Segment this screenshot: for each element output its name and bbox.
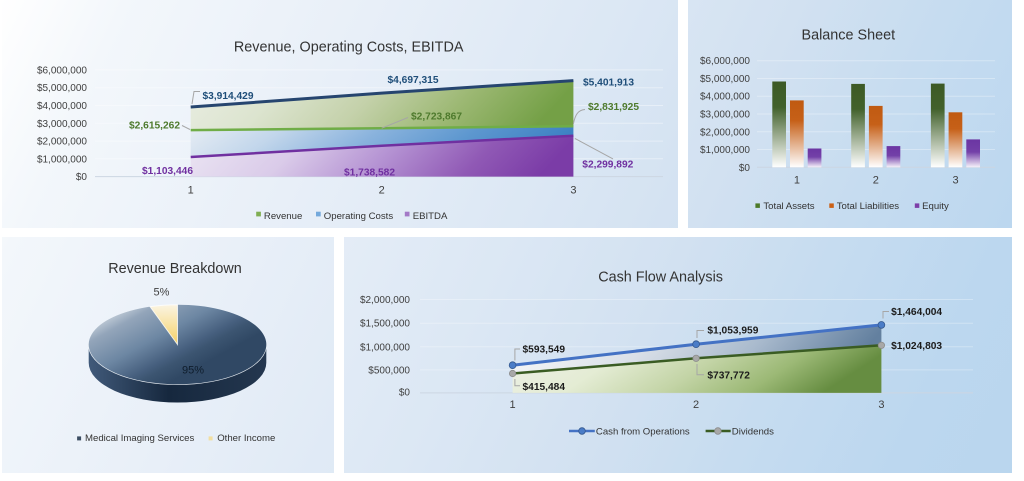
svg-text:Other Income: Other Income [217,433,275,444]
svg-text:$2,723,867: $2,723,867 [411,112,462,123]
svg-text:$1,738,582: $1,738,582 [344,167,395,178]
svg-text:Dividends: Dividends [732,426,774,437]
svg-text:Cash from Operations: Cash from Operations [596,426,690,437]
svg-text:Revenue, Operating Costs, EBIT: Revenue, Operating Costs, EBITDA [234,40,464,56]
svg-text:$500,000: $500,000 [368,365,410,376]
svg-text:$2,299,892: $2,299,892 [582,159,633,170]
svg-text:$3,000,000: $3,000,000 [37,119,87,130]
svg-text:1: 1 [188,185,194,197]
svg-text:2: 2 [379,185,385,197]
svg-text:$737,772: $737,772 [707,371,750,382]
svg-text:$3,914,429: $3,914,429 [203,91,254,102]
svg-text:$2,831,925: $2,831,925 [588,102,639,113]
svg-text:Total Assets: Total Assets [763,201,814,212]
svg-text:$1,500,000: $1,500,000 [360,319,410,330]
svg-text:Operating Costs: Operating Costs [324,211,394,222]
svg-text:$2,000,000: $2,000,000 [37,137,87,148]
svg-text:$6,000,000: $6,000,000 [700,56,750,67]
svg-text:$0: $0 [399,388,411,399]
svg-text:5%: 5% [154,287,170,299]
svg-text:$1,103,446: $1,103,446 [142,166,193,177]
svg-text:$2,000,000: $2,000,000 [360,295,410,306]
svg-text:$1,024,803: $1,024,803 [891,341,942,352]
svg-text:Cash Flow Analysis: Cash Flow Analysis [598,269,723,285]
svg-text:$3,000,000: $3,000,000 [700,110,750,121]
svg-text:EBITDA: EBITDA [413,211,448,222]
svg-text:3: 3 [878,399,884,411]
svg-text:3: 3 [570,185,576,197]
svg-text:3: 3 [952,175,958,187]
svg-text:$5,000,000: $5,000,000 [700,74,750,85]
svg-text:$0: $0 [76,172,88,183]
svg-text:$4,000,000: $4,000,000 [700,92,750,103]
svg-text:$1,000,000: $1,000,000 [37,154,87,165]
svg-text:Total Liabilities: Total Liabilities [837,201,900,212]
svg-text:95%: 95% [182,365,204,377]
svg-text:$1,000,000: $1,000,000 [700,145,750,156]
svg-text:Balance Sheet: Balance Sheet [801,28,895,44]
svg-text:$1,053,959: $1,053,959 [707,326,758,337]
svg-text:$2,000,000: $2,000,000 [700,127,750,138]
svg-text:Revenue: Revenue [264,211,302,222]
svg-text:$0: $0 [739,163,751,174]
svg-text:$1,464,004: $1,464,004 [891,307,942,318]
svg-text:$415,484: $415,484 [523,382,566,393]
svg-text:$4,000,000: $4,000,000 [37,101,87,112]
svg-text:Medical Imaging Services: Medical Imaging Services [85,433,195,444]
svg-text:$1,000,000: $1,000,000 [360,342,410,353]
svg-text:$5,000,000: $5,000,000 [37,83,87,94]
svg-text:$2,615,262: $2,615,262 [129,120,180,131]
svg-text:Equity: Equity [922,201,949,212]
svg-text:$6,000,000: $6,000,000 [37,65,87,76]
svg-text:$4,697,315: $4,697,315 [388,75,439,86]
svg-text:Revenue Breakdown: Revenue Breakdown [108,261,242,277]
svg-text:2: 2 [693,399,699,411]
svg-text:1: 1 [794,175,800,187]
svg-text:$593,549: $593,549 [523,345,566,356]
svg-text:2: 2 [873,175,879,187]
svg-text:1: 1 [510,399,516,411]
svg-text:$5,401,913: $5,401,913 [583,78,634,89]
